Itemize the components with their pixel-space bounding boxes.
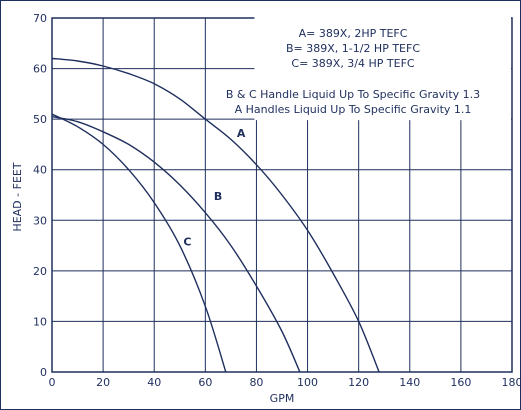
y-tick-label: 0 <box>40 366 47 379</box>
x-tick-label: 80 <box>249 376 263 389</box>
y-tick-label: 20 <box>33 265 47 278</box>
legend-entry: C= 389X, 3/4 HP TEFC <box>291 57 415 70</box>
y-tick-label: 50 <box>33 113 47 126</box>
legend: A= 389X, 2HP TEFC B= 389X, 1-1/2 HP TEFC C… <box>226 17 511 121</box>
curve-label-a: A <box>237 127 246 140</box>
y-tick-label: 30 <box>33 214 47 227</box>
x-tick-label: 40 <box>147 376 161 389</box>
x-tick-label: 0 <box>49 376 56 389</box>
y-tick-label: 40 <box>33 164 47 177</box>
x-axis-title: GPM <box>270 392 295 405</box>
x-tick-label: 140 <box>399 376 420 389</box>
x-axis-ticks: 0 20 40 60 80 100 120 140 160 180 <box>49 376 521 389</box>
legend-entry: A= 389X, 2HP TEFC <box>299 27 408 40</box>
chart-note: B & C Handle Liquid Up To Specific Gravi… <box>226 88 480 101</box>
legend-background <box>254 17 511 121</box>
y-axis-title: HEAD - FEET <box>11 162 24 231</box>
x-tick-label: 20 <box>96 376 110 389</box>
chart-note: A Handles Liquid Up To Specific Gravity … <box>235 103 472 116</box>
x-tick-label: 180 <box>502 376 521 389</box>
x-tick-label: 160 <box>450 376 471 389</box>
legend-entry: B= 389X, 1-1/2 HP TEFC <box>286 42 420 55</box>
y-tick-label: 60 <box>33 63 47 76</box>
curve-labels: A B C <box>183 127 245 249</box>
y-tick-label: 70 <box>33 12 47 25</box>
x-tick-label: 120 <box>348 376 369 389</box>
curve-c <box>51 113 227 373</box>
y-axis-ticks: 0 10 20 30 40 50 60 70 <box>33 12 47 379</box>
curve-label-c: C <box>183 236 191 249</box>
y-tick-label: 10 <box>33 315 47 328</box>
x-tick-label: 60 <box>198 376 212 389</box>
curve-a <box>51 57 380 373</box>
curve-label-b: B <box>214 190 222 203</box>
curve-b <box>51 115 301 373</box>
x-tick-label: 100 <box>297 376 318 389</box>
curves <box>51 57 380 373</box>
